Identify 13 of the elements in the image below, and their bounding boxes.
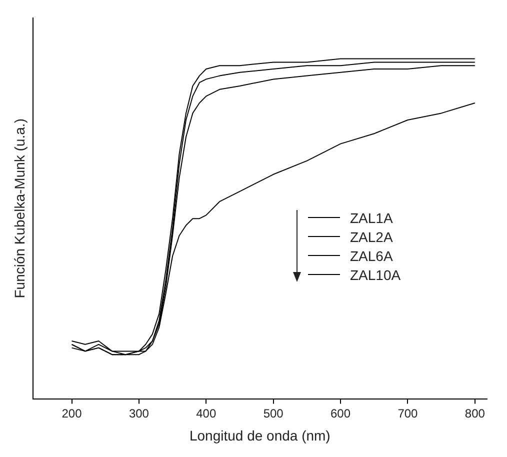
x-tick-label: 500 bbox=[263, 406, 284, 420]
legend-label: ZAL2A bbox=[350, 228, 393, 244]
legend-label: ZAL1A bbox=[350, 210, 393, 226]
x-axis-title: Longitud de onda (nm) bbox=[189, 427, 330, 444]
x-tick-label: 200 bbox=[62, 406, 82, 420]
legend-label: ZAL6A bbox=[350, 248, 393, 264]
y-axis-title: Función Kubelka-Munk (u.a.) bbox=[11, 118, 28, 298]
x-tick-label: 400 bbox=[196, 406, 216, 420]
x-tick-label: 600 bbox=[330, 406, 351, 420]
x-tick-label: 800 bbox=[464, 406, 486, 420]
x-tick-label: 300 bbox=[128, 406, 150, 420]
legend-label: ZAL10A bbox=[350, 266, 401, 282]
x-tick-label: 700 bbox=[398, 406, 418, 420]
